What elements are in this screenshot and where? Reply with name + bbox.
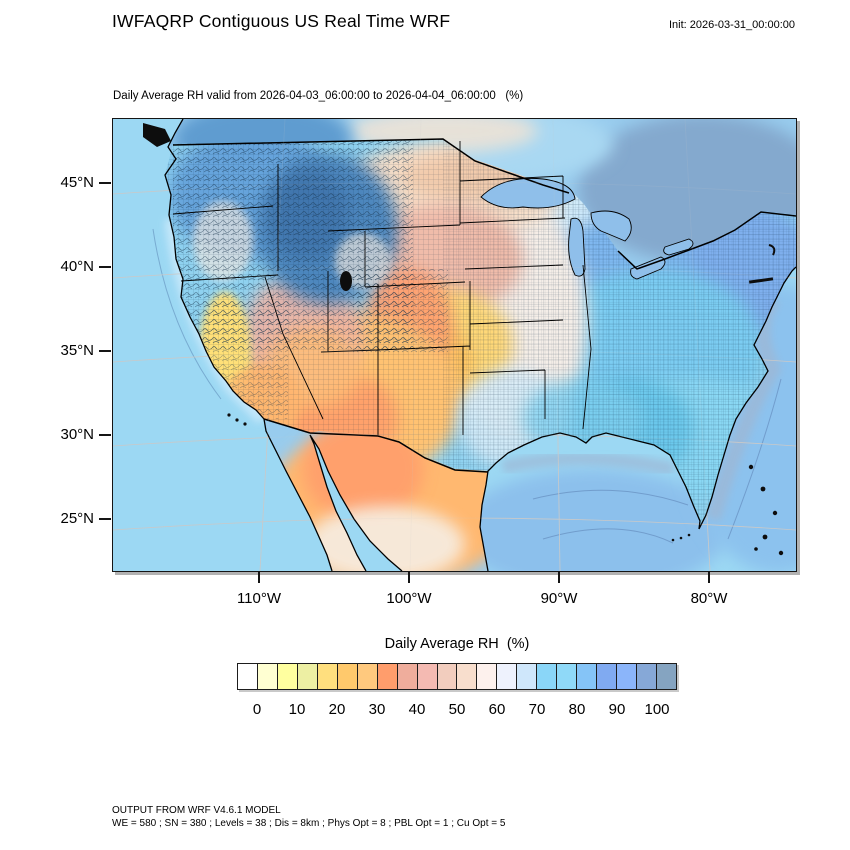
- colorbar-cell: [556, 663, 578, 690]
- cape-cod: [768, 244, 776, 256]
- colorbar-cell: [336, 663, 358, 690]
- lat-tick-mark: [99, 182, 111, 184]
- lat-tick-label: 35°N: [60, 342, 94, 359]
- colorbar-cell: [237, 663, 258, 690]
- lat-tick-mark: [99, 266, 111, 268]
- lat-tick-mark: [99, 350, 111, 352]
- colorbar-tick-label: 50: [448, 701, 466, 718]
- colorbar-title: Daily Average RH (%): [384, 636, 530, 652]
- colorbar-cell: [276, 663, 298, 690]
- mexico-border: [263, 418, 489, 473]
- lat-tick-label: 30°N: [60, 426, 94, 443]
- colorbar-cell: [396, 663, 418, 690]
- colorbar-tick-label: 0: [252, 701, 262, 718]
- lon-tick-mark: [708, 571, 710, 583]
- lat-tick-mark: [99, 518, 111, 520]
- colorbar-cell: [376, 663, 398, 690]
- init-timestamp: Init: 2026-03-31_00:00:00: [669, 19, 795, 31]
- colorbar-cell: [576, 663, 598, 690]
- colorbar-tick-label: 70: [528, 701, 546, 718]
- colorbar-cell: [296, 663, 318, 690]
- lon-tick-mark: [258, 571, 260, 583]
- lat-tick-label: 45°N: [60, 174, 94, 191]
- rh-contour-map: [112, 118, 797, 572]
- model-output-note: OUTPUT FROM WRF V4.6.1 MODEL: [112, 805, 281, 816]
- lat-tick-label: 25°N: [60, 510, 94, 527]
- lon-tick-label: 110°W: [236, 590, 282, 607]
- lon-tick-mark: [558, 571, 560, 583]
- colorbar-cell: [316, 663, 338, 690]
- model-config-note: WE = 580 ; SN = 380 ; Levels = 38 ; Dis …: [112, 818, 506, 829]
- colorbar-cell: [256, 663, 278, 690]
- lat-tick-label: 40°N: [60, 258, 94, 275]
- colorbar-cell: [596, 663, 618, 690]
- colorbar-tick-label: 10: [288, 701, 306, 718]
- colorbar-cell: [416, 663, 438, 690]
- colorbar-tick-label: 60: [488, 701, 506, 718]
- lon-tick-label: 90°W: [540, 590, 578, 607]
- colorbar-cell: [656, 663, 677, 690]
- colorbar-tick-label: 40: [408, 701, 426, 718]
- colorbar-cell: [516, 663, 538, 690]
- colorbar-tick-label: 30: [368, 701, 386, 718]
- map-canvas: [113, 119, 796, 571]
- colorbar: [237, 663, 677, 690]
- lon-tick-label: 100°W: [386, 590, 432, 607]
- colorbar-cell: [536, 663, 558, 690]
- colorbar-cell: [616, 663, 638, 690]
- colorbar-cell: [356, 663, 378, 690]
- colorbar-cell: [636, 663, 658, 690]
- colorbar-tick-label: 20: [328, 701, 346, 718]
- colorbar-tick-label: 100: [644, 701, 670, 718]
- page-title: IWFAQRP Contiguous US Real Time WRF: [112, 11, 451, 31]
- colorbar-cell: [436, 663, 458, 690]
- colorbar-cell: [456, 663, 478, 690]
- canada-border: [172, 138, 796, 270]
- coastline: [164, 119, 796, 571]
- lon-tick-label: 80°W: [690, 590, 728, 607]
- lon-tick-mark: [408, 571, 410, 583]
- islands: [143, 123, 784, 556]
- colorbar-cell: [496, 663, 518, 690]
- map-subtitle: Daily Average RH valid from 2026-04-03_0…: [113, 90, 524, 102]
- colorbar-cell: [476, 663, 498, 690]
- lat-tick-mark: [99, 434, 111, 436]
- colorbar-tick-label: 90: [608, 701, 626, 718]
- colorbar-tick-label: 80: [568, 701, 586, 718]
